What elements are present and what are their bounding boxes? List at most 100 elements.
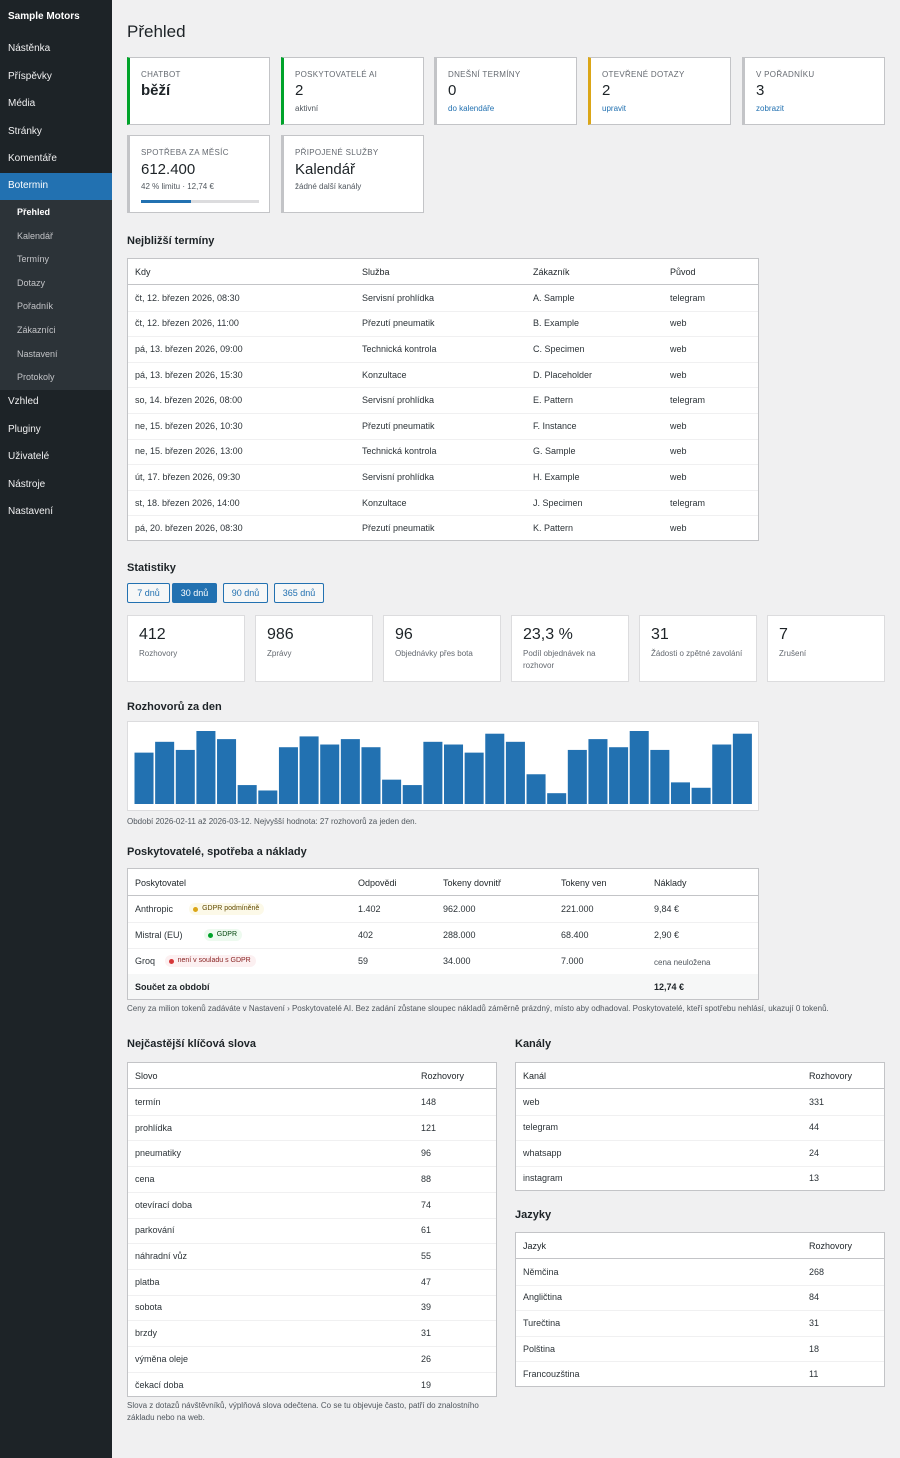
table-cell: 44 [809,1122,820,1133]
providers-note: Ceny za milion tokenů zadáváte v Nastave… [127,1004,829,1013]
table-cell: ne, 15. březen 2026, 13:00 [135,446,243,457]
range-button[interactable]: 90 dnů [223,583,268,603]
submenu-item-current[interactable]: Přehled [17,207,51,217]
table-cell: web [670,318,687,329]
table-cell: 47 [421,1276,432,1287]
metric-value: 31 [651,626,669,643]
column-header: Kanál [523,1071,547,1081]
table-cell: telegram [670,292,706,303]
table-cell: Turečtina [523,1318,561,1328]
bar [732,733,752,804]
table-cell: 96 [421,1148,432,1159]
row-divider [516,1361,884,1363]
range-button[interactable]: 7 dnů [127,583,170,603]
table-cell: cena [135,1173,155,1184]
column-header: Zákazník [533,267,570,277]
menu-item-active[interactable]: Botermin [0,173,112,200]
table-cell: 121 [421,1122,437,1133]
table-cell: telegram [670,395,706,406]
table-cell: 24 [809,1147,820,1158]
column-header: Náklady [654,877,687,888]
column-header: Odpovědi [358,877,397,888]
table-cell: C. Specimen [533,344,585,354]
metric-card: 23,3 % Podíl objednávek na rozhovor [511,615,629,682]
menu-item[interactable]: Vzhled [8,396,39,407]
table-cell: 61 [421,1225,432,1236]
row-divider [128,1166,496,1168]
metric-label: Žádosti o zpětné zavolání [651,649,743,658]
submenu-item[interactable]: Kalendář [17,230,54,241]
table-cell: 26 [421,1353,432,1364]
column-header: Služba [362,267,390,277]
menu-item[interactable]: Příspěvky [8,70,52,82]
menu-item[interactable]: Komentáře [8,153,57,164]
bar [712,744,732,804]
table-cell: 88 [421,1173,432,1184]
metric-value: 412 [139,626,166,643]
row-divider [128,1320,496,1322]
table-cell: 68.400 [561,930,589,940]
table-cell: 288.000 [443,930,476,940]
row-divider [128,1191,496,1193]
submenu-item[interactable]: Nastavení [17,348,58,359]
row-divider [128,413,758,414]
table-cell: instagram [523,1173,563,1184]
card-value: 2 [602,82,611,99]
table-cell: út, 17. březen 2026, 09:30 [135,472,241,482]
table-cell: náhradní vůz [135,1251,188,1262]
table-cell: Němčina [523,1266,559,1277]
badge-text: není v souladu s GDPR [177,957,251,964]
submenu-item[interactable]: Termíny [17,254,50,265]
menu-item[interactable]: Nastavení [8,506,54,517]
bar [237,785,257,804]
table-cell: 9,84 € [654,904,680,914]
bar [588,739,608,804]
table-cell: K. Pattern [533,523,574,534]
table-cell: H. Example [533,472,580,482]
bar [505,741,525,804]
menu-item[interactable]: Nástroje [8,478,46,490]
table-cell: web [523,1096,540,1107]
range-button-active[interactable]: 30 dnů [172,583,217,603]
status-card: V POŘADNÍKU 3 zobrazit [742,57,885,125]
bar [444,744,464,804]
menu-item[interactable]: Uživatelé [8,451,50,462]
status-card: SPOTŘEBA ZA MĚSÍC 612.400 42 % limitu · 12… [127,135,270,213]
section-title: Jazyky [515,1209,552,1221]
submenu-item[interactable]: Dotazy [17,277,46,288]
table-cell: F. Instance [533,420,577,431]
metric-value: 96 [395,626,413,643]
provider-name: Groq [135,956,156,966]
table: Poskytovatel Odpovědi Tokeny dovnitř Tokeny… [127,868,759,1000]
table-cell: 84 [809,1292,820,1303]
table-cell: web [670,446,687,457]
table-cell: otevírací doba [135,1199,193,1210]
table-cell: 74 [421,1199,432,1210]
row-divider [128,336,758,338]
card-link[interactable]: zobrazit [756,104,785,113]
card-link[interactable]: do kalendáře [448,104,495,113]
progress-fill [141,200,191,203]
badge-text: GDPR [216,931,238,938]
menu-item[interactable]: Média [8,98,36,109]
metric-card: 7 Zrušení [767,615,885,682]
metric-label: Zrušení [779,649,807,658]
menu-item[interactable]: Stránky [8,125,42,137]
table-cell: výměna oleje [135,1353,189,1364]
table-cell: E. Pattern [533,395,574,406]
submenu-item[interactable]: Protokoly [17,372,55,383]
menu-item[interactable]: Nástěnka [8,43,51,54]
status-card: CHATBOT běží [127,57,270,125]
row-divider [516,1284,884,1286]
range-button[interactable]: 365 dnů [274,583,324,603]
submenu-item[interactable]: Zákazníci [17,325,56,335]
table-cell: 59 [358,956,369,966]
column-header: Slovo [135,1071,158,1081]
card-link[interactable]: upravit [602,104,627,113]
row-divider [128,1294,496,1296]
brand: Sample Motors [8,11,80,22]
menu-item[interactable]: Pluginy [8,423,41,435]
submenu-item[interactable]: Pořadník [17,301,54,312]
status-card: DNEŠNÍ TERMÍNY 0 do kalendáře [434,57,577,125]
bar [155,741,175,804]
